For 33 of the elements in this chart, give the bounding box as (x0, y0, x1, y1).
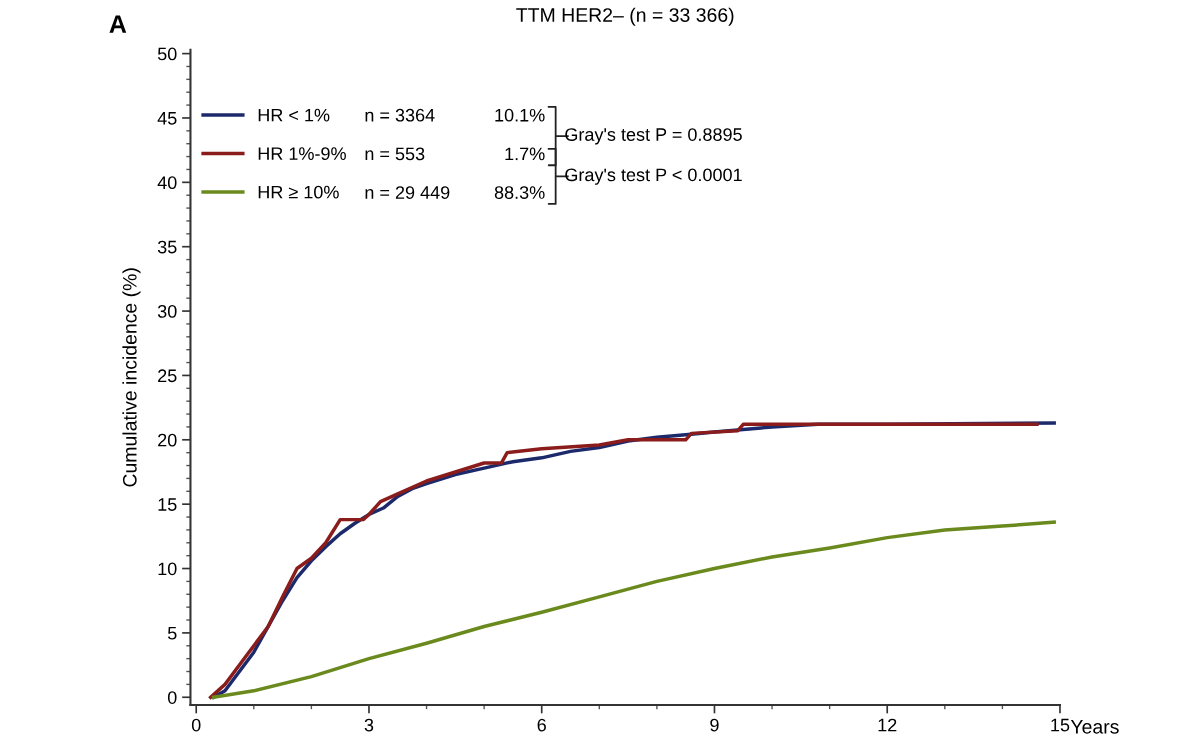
annotation: 88.3% (494, 186, 545, 199)
y-tick-label: 50 (157, 47, 177, 61)
y-tick-label: 35 (157, 240, 177, 254)
y-tick-label: 20 (158, 433, 177, 447)
legend-label: HR ≥ 10% (258, 185, 339, 199)
x-tick-label: 6 (537, 718, 546, 732)
chart-title: TTM HER2– (n = 33 366) (516, 7, 734, 26)
annotation: 1.7% (505, 147, 545, 161)
annotation: Gray's test P < 0.0001 (565, 168, 742, 185)
y-tick-label: 0 (167, 691, 177, 704)
x-axis-title: Years (1070, 720, 1119, 734)
y-tick-label: 30 (157, 305, 177, 318)
y-tick-label: 45 (157, 112, 177, 125)
x-tick-label: 0 (191, 718, 201, 732)
x-tick-label: 9 (710, 718, 719, 732)
y-axis-title: Cumulative incidence (%) (122, 268, 141, 487)
annotation: n = 3364 (365, 108, 435, 122)
y-tick-label: 10 (158, 562, 177, 576)
line-series (211, 520, 1056, 700)
y-tick-label: 5 (167, 627, 177, 640)
annotation: n = 29 449 (365, 186, 450, 199)
text: A (109, 15, 127, 33)
annotation: n = 553 (365, 147, 425, 161)
annotation: Gray's test P = 0.8895 (565, 128, 742, 145)
legend-label: HR < 1% (258, 108, 330, 122)
y-tick-label: 15 (158, 498, 177, 511)
y-tick-label: 25 (158, 369, 177, 383)
x-tick-label: 15 (1051, 718, 1070, 732)
x-tick-label: 12 (878, 718, 897, 732)
x-tick-label: 3 (364, 718, 374, 732)
annotation: 10.1% (495, 108, 545, 122)
legend-label: HR 1%-9% (258, 147, 346, 161)
y-tick-label: 40 (157, 176, 177, 190)
